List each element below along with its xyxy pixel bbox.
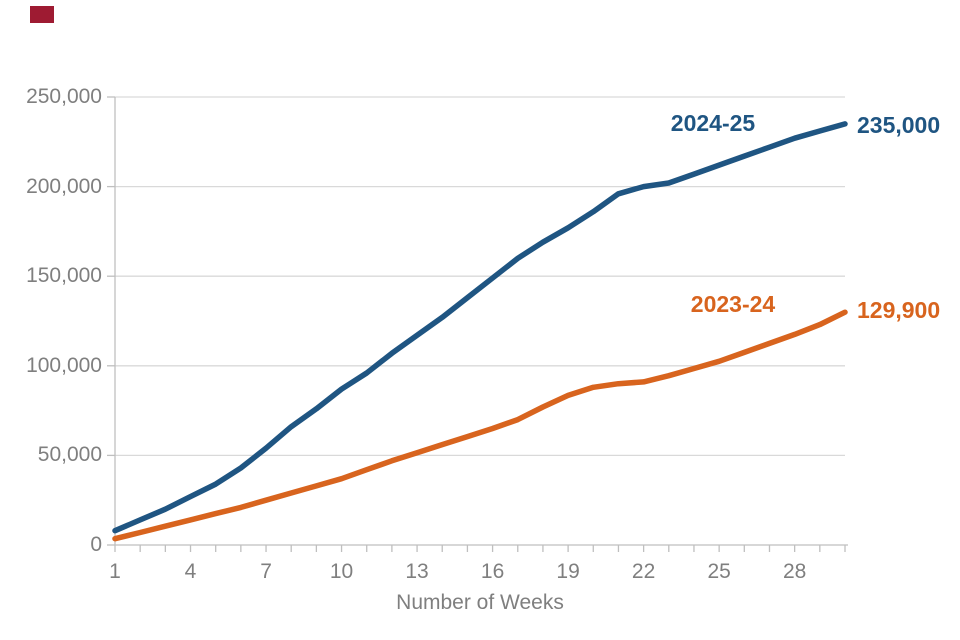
x-tick-label: 16: [480, 560, 505, 583]
end-value-2023-24: 129,900: [857, 297, 941, 323]
y-tick-label: 250,000: [26, 85, 102, 108]
series-line-2024-25: [112, 121, 848, 534]
x-axis-title: Number of Weeks: [396, 591, 564, 614]
x-tick-label: 10: [329, 560, 354, 583]
y-tick-label: 100,000: [26, 353, 102, 377]
x-tick-label: 22: [631, 560, 656, 583]
x-tick-label: 28: [782, 560, 807, 583]
x-tick-label: 1: [109, 560, 121, 583]
red-corner-mark: [30, 6, 54, 23]
series-label-2023-24: 2023-24: [690, 291, 776, 317]
x-tick-label: 19: [556, 560, 580, 583]
y-tick-label: 50,000: [37, 443, 102, 467]
y-tick-label: 200,000: [26, 174, 102, 198]
series-line-2023-24: [112, 309, 848, 542]
y-tick-label: 150,000: [26, 264, 102, 288]
x-tick-label: 4: [184, 560, 197, 583]
x-tick-label: 25: [707, 560, 731, 583]
series-label-2024-25: 2024-25: [670, 110, 756, 136]
end-value-2024-25: 235,000: [857, 112, 941, 138]
x-tick-label: 7: [260, 560, 272, 583]
x-tick-label: 13: [405, 560, 429, 583]
y-tick-label: 0: [90, 533, 102, 556]
